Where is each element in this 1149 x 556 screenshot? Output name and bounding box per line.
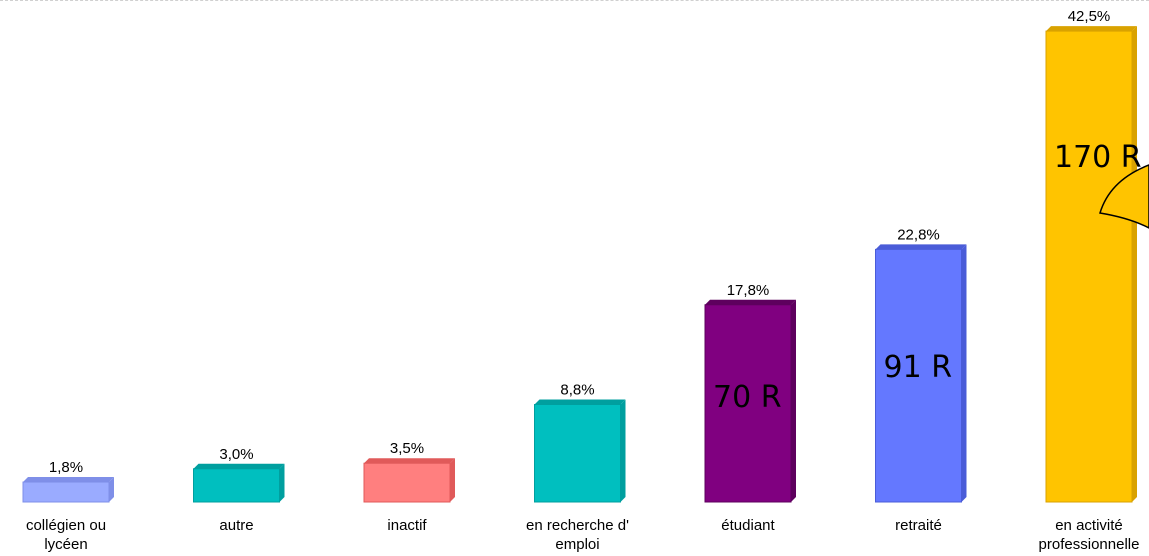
bar-side-0 (109, 477, 114, 502)
bar-3 (534, 403, 621, 503)
data-label-3: 8,8% (560, 381, 594, 398)
bar-5 (875, 248, 962, 503)
bar-side-2 (450, 458, 455, 502)
bar-6 (1045, 30, 1133, 503)
category-label-2: inactif (387, 517, 427, 534)
chart-top-border (0, 0, 1149, 1)
bar-side-5 (961, 244, 967, 502)
bar-group-1: 3,0% autre (193, 446, 285, 534)
bar-top-4 (705, 299, 796, 305)
bar-side-1 (279, 463, 285, 502)
bar-group-2: 3,5% inactif (363, 440, 455, 534)
category-label-3: en recherche d' emploi (526, 517, 629, 553)
category-label-4: étudiant (721, 517, 775, 534)
data-label-5: 22,8% (897, 226, 940, 243)
bar-side-3 (620, 399, 626, 502)
data-label-6: 42,5% (1068, 8, 1111, 25)
bar-group-0: 1,8% collégien ou lycéen (22, 459, 114, 553)
bar-group-3: 8,8% en recherche d' emploi (526, 381, 629, 553)
bar-group-4: 17,8% 70 R étudiant (704, 282, 796, 534)
bar-top-5 (875, 244, 967, 250)
bar-top-0 (23, 477, 114, 483)
category-label-0: collégien ou lycéen (26, 517, 106, 553)
bar-count-5: 91 R (884, 350, 953, 385)
bar-count-4: 70 R (713, 380, 782, 415)
data-label-4: 17,8% (727, 282, 770, 299)
bar-side-6 (1132, 26, 1137, 502)
bar-0 (22, 481, 110, 503)
category-label-1: autre (219, 517, 253, 534)
bar-top-3 (534, 399, 626, 405)
bar-group-5: 22,8% 91 R retraité (875, 226, 967, 534)
bar-top-6 (1046, 26, 1137, 32)
bar-4 (704, 304, 792, 503)
bar-count-6: 170 R (1054, 140, 1142, 175)
callout-wedge (1099, 164, 1149, 229)
bar-1 (193, 468, 280, 503)
bar-top-1 (193, 463, 285, 469)
bar-2 (363, 462, 451, 503)
bar-group-6: 42,5% 170 R en activité professionnelle (1039, 8, 1142, 553)
category-label-5: retraité (895, 517, 942, 534)
bar-side-4 (791, 299, 796, 502)
category-label-6: en activité professionnelle (1039, 517, 1140, 553)
data-label-1: 3,0% (219, 446, 253, 463)
data-label-2: 3,5% (390, 440, 424, 457)
bar-top-2 (364, 458, 455, 464)
data-label-0: 1,8% (49, 459, 83, 476)
